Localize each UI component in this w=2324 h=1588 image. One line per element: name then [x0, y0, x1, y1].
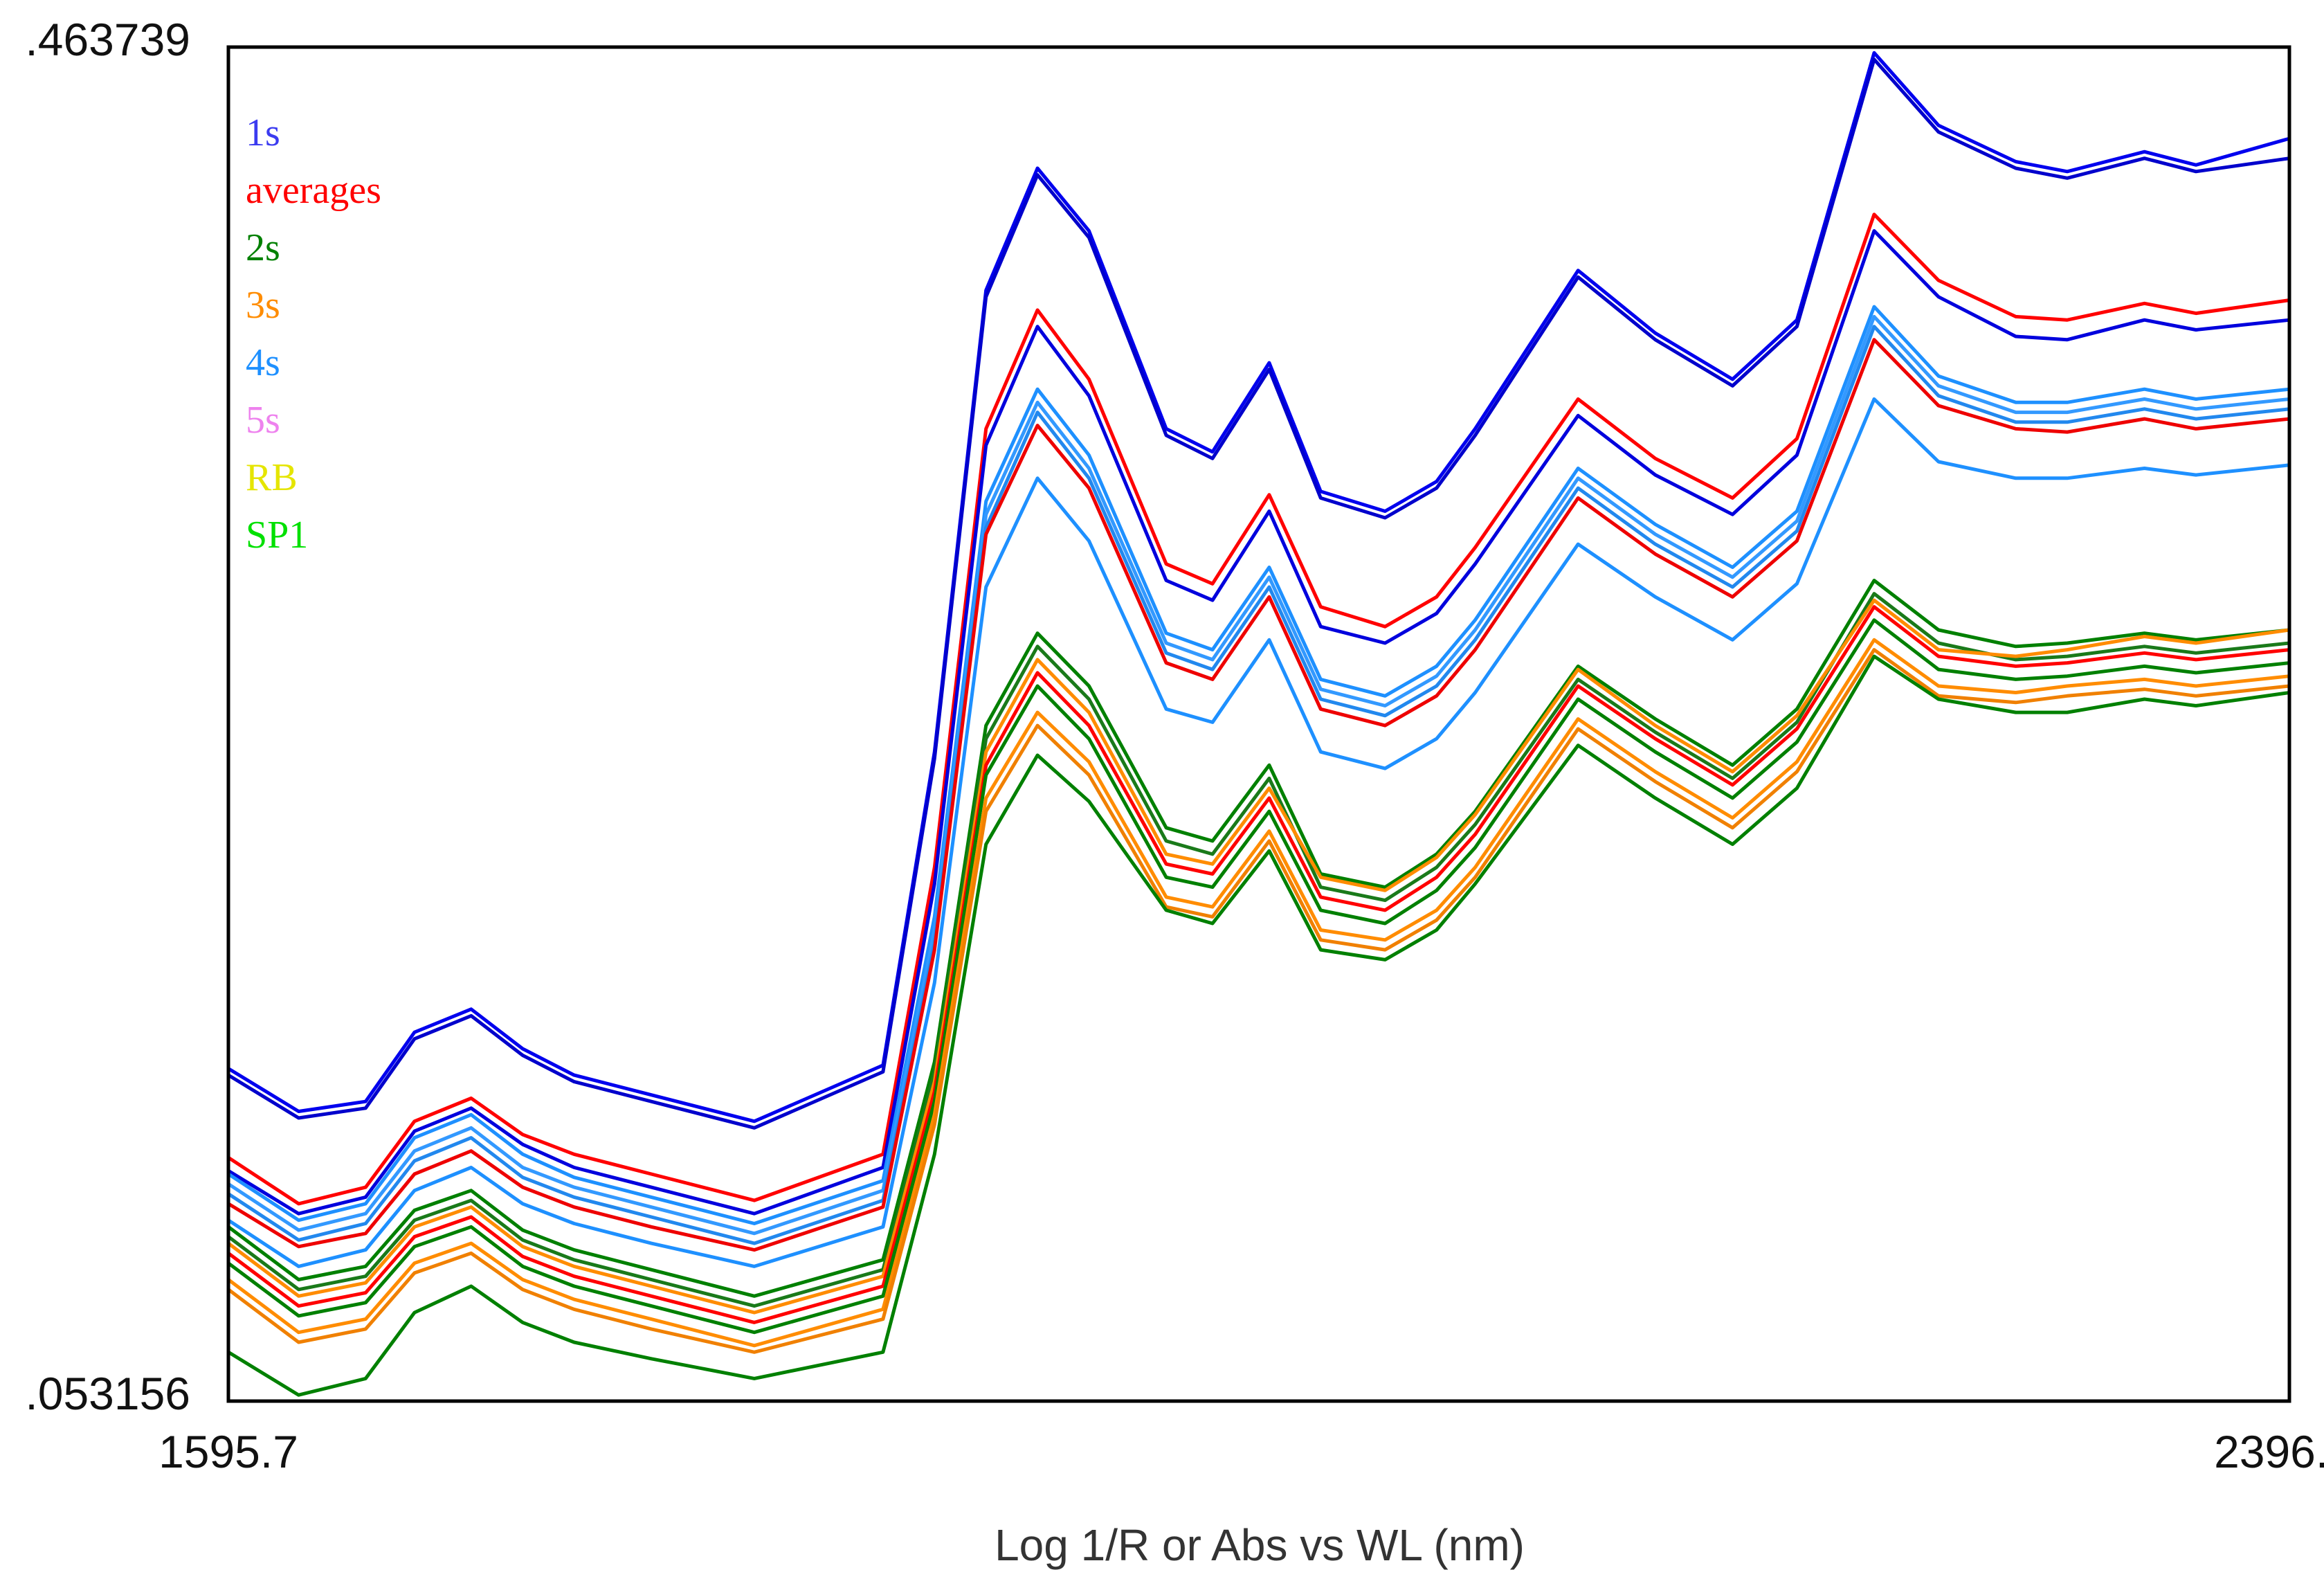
series-line-averages-3: [227, 229, 2290, 1216]
series-line-2s-16: [227, 654, 2290, 1397]
series-line-3s-11: [227, 598, 2290, 1315]
x-tick-label-max: 2396.3: [2214, 1426, 2324, 1477]
legend-item-4s: 4s: [246, 341, 280, 384]
series-line-4s-8: [227, 397, 2290, 1268]
series-line-1s-0: [227, 51, 2290, 1124]
legend-item-rb: RB: [246, 456, 298, 499]
legend: 1s averages 2s 3s 4s 5s RB SP1: [246, 111, 381, 557]
legend-item-sp1: SP1: [246, 514, 308, 557]
legend-item-3s: 3s: [246, 284, 280, 327]
plot-frame: [226, 45, 2291, 1403]
legend-item-5s: 5s: [246, 399, 280, 442]
series-line-2s-9: [227, 579, 2290, 1298]
series-line-4s-5: [227, 314, 2290, 1236]
legend-item-averages: averages: [246, 169, 381, 212]
series-line-2s-10: [227, 592, 2290, 1308]
y-tick-label-max: .463739: [25, 14, 190, 65]
series-line-averages-12: [227, 605, 2290, 1324]
y-tick-label-min: .053156: [25, 1368, 190, 1419]
series-line-3s-15: [227, 648, 2290, 1354]
x-tick-label-min: 1595.7: [158, 1426, 298, 1477]
series-line-3s-14: [227, 638, 2290, 1348]
series-layer: [227, 51, 2290, 1397]
series-line-averages-2: [227, 213, 2290, 1206]
series-line-1s-1: [227, 57, 2290, 1130]
series-line-4s-6: [227, 325, 2290, 1245]
legend-item-1s: 1s: [246, 111, 280, 154]
series-line-4s-4: [227, 305, 2290, 1225]
legend-item-2s: 2s: [246, 226, 280, 269]
plot-background: [228, 47, 2289, 1401]
x-axis-title: Log 1/R or Abs vs WL (nm): [995, 1520, 1525, 1570]
series-line-averages-7: [227, 338, 2290, 1252]
series-line-2s-13: [227, 618, 2290, 1335]
